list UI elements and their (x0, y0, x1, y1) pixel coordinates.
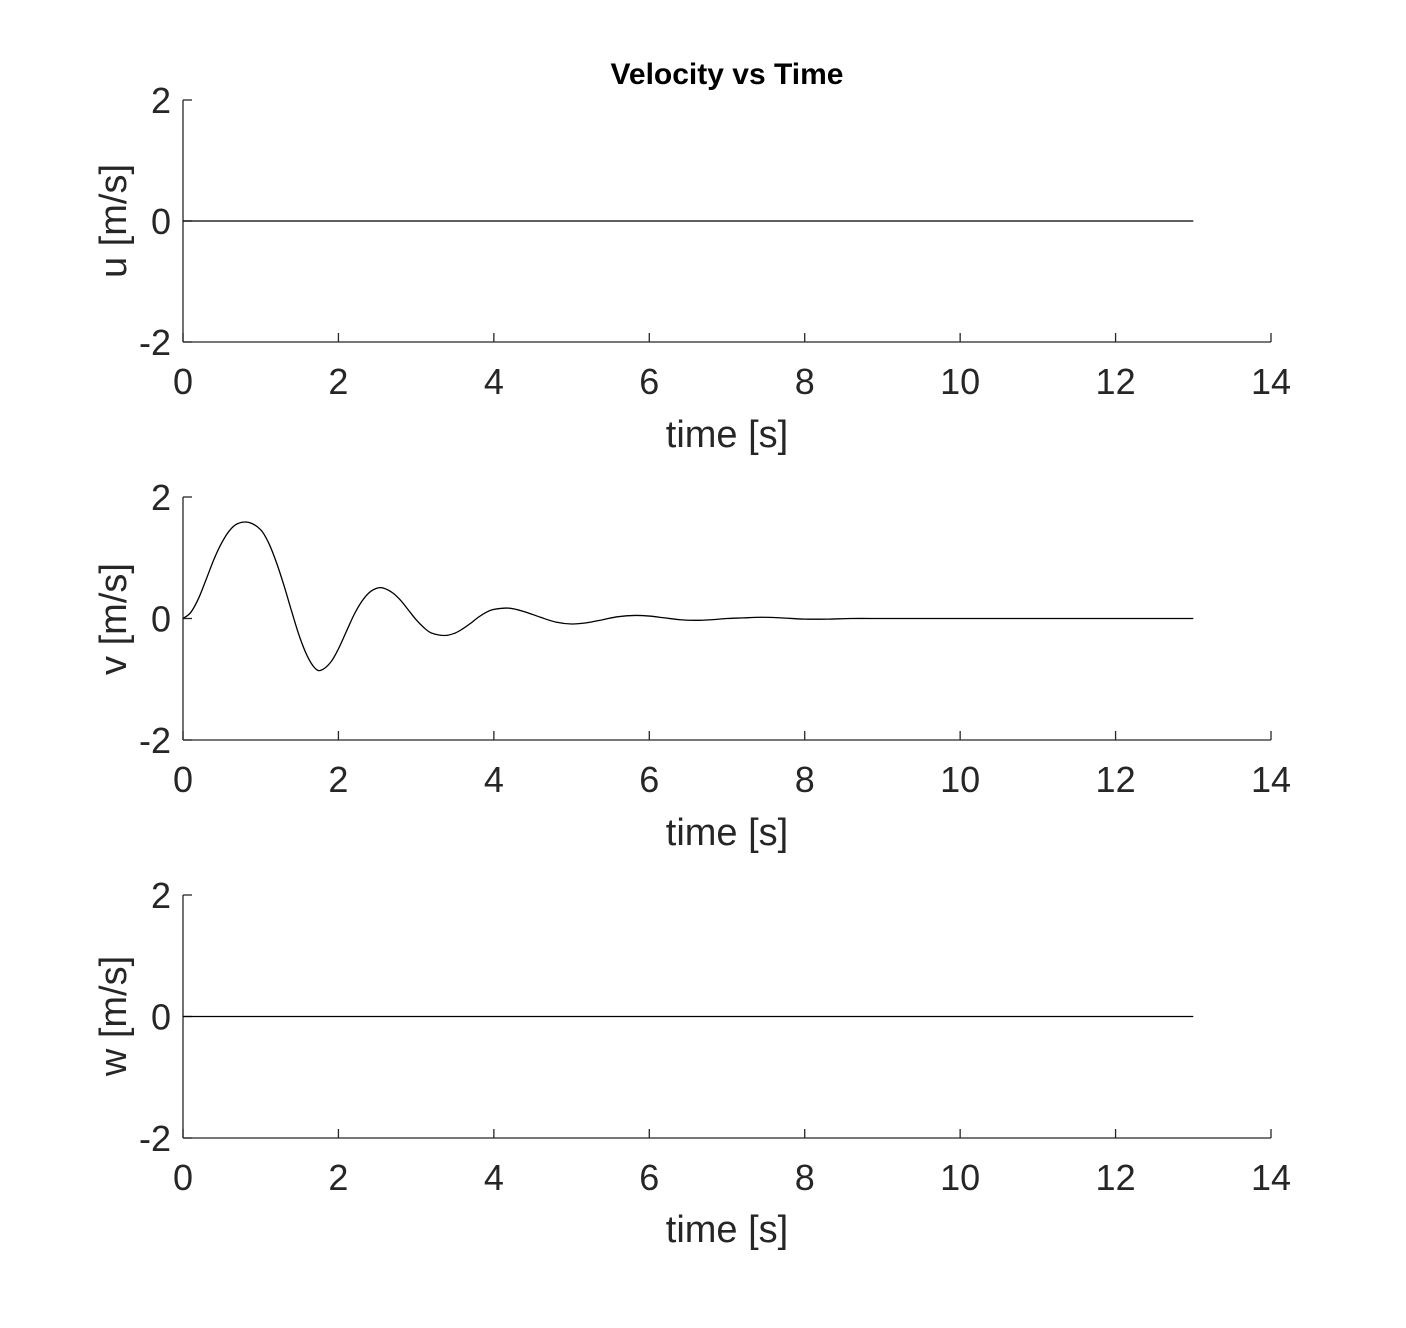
x-tick-label-u: 10 (940, 361, 980, 402)
y-tick-label-u: -2 (139, 322, 171, 363)
axes-w: 0 2 4 6 8 10 12 14-202 (139, 875, 1291, 1198)
y-tick-label-u: 2 (151, 80, 171, 121)
x-tick-label-v: 6 (639, 759, 659, 800)
x-tick-label-w: 2 (328, 1157, 348, 1198)
x-tick-label-w: 12 (1096, 1157, 1136, 1198)
x-tick-label-v: 12 (1096, 759, 1136, 800)
x-tick-label-v: 8 (795, 759, 815, 800)
x-tick-label-u: 12 (1096, 361, 1136, 402)
panel-w: 0 2 4 6 8 10 12 14-202 w [m/s] time [s] (93, 875, 1291, 1251)
y-tick-label-v: 2 (151, 477, 171, 518)
y-tick-label-v: -2 (139, 720, 171, 761)
y-tick-label-w: 2 (151, 875, 171, 916)
x-tick-label-u: 4 (484, 361, 504, 402)
x-tick-label-v: 2 (328, 759, 348, 800)
x-tick-label-u: 6 (639, 361, 659, 402)
x-tick-label-v: 14 (1251, 759, 1291, 800)
panel-u: 0 2 4 6 8 10 12 14-202 u [m/s] time [s] (93, 80, 1291, 456)
x-tick-label-v: 4 (484, 759, 504, 800)
figure-title: Velocity vs Time (611, 58, 844, 91)
x-tick-label-w: 10 (940, 1157, 980, 1198)
ylabel-w: w [m/s] (93, 956, 135, 1077)
x-tick-label-u: 2 (328, 361, 348, 402)
x-tick-label-u: 8 (795, 361, 815, 402)
y-tick-label-u: 0 (151, 201, 171, 242)
panel-v: 0 2 4 6 8 10 12 14-202 v [m/s] time [s] (93, 477, 1291, 854)
xlabel-u: time [s] (666, 414, 788, 456)
xlabel-w: time [s] (666, 1209, 788, 1251)
ylabel-v: v [m/s] (93, 563, 135, 675)
y-tick-label-w: 0 (151, 997, 171, 1038)
series-line-v (182, 521, 1194, 672)
x-tick-label-v: 0 (173, 759, 193, 800)
x-tick-label-w: 14 (1251, 1157, 1291, 1198)
x-tick-label-w: 6 (639, 1157, 659, 1198)
x-tick-label-u: 0 (173, 361, 193, 402)
axes-u: 0 2 4 6 8 10 12 14-202 (139, 80, 1291, 402)
y-tick-label-v: 0 (151, 599, 171, 640)
xlabel-v: time [s] (666, 812, 788, 854)
ylabel-u: u [m/s] (93, 164, 135, 278)
axes-v: 0 2 4 6 8 10 12 14-202 (139, 477, 1291, 800)
x-tick-label-w: 8 (795, 1157, 815, 1198)
x-tick-label-u: 14 (1251, 361, 1291, 402)
x-tick-label-w: 4 (484, 1157, 504, 1198)
y-tick-label-w: -2 (139, 1118, 171, 1159)
x-tick-label-v: 10 (940, 759, 980, 800)
x-tick-label-w: 0 (173, 1157, 193, 1198)
